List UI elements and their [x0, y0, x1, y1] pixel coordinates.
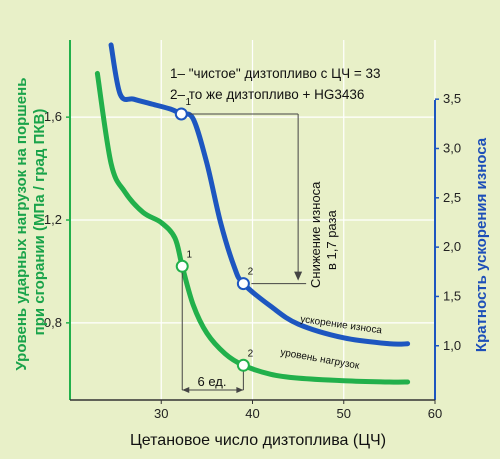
y-axis-label-left-line2: при сгорании (МПа / град ПКВ)	[31, 109, 48, 336]
delta-arrow-right	[236, 387, 244, 393]
x-tick-label: 60	[428, 406, 442, 421]
legend: 1– "чистое" дизтопливо с ЦЧ = 33 2– то ж…	[170, 66, 381, 102]
y-left-tick-label: 1,2	[44, 212, 62, 227]
data-point-marker	[175, 259, 189, 273]
y-axis-label-left: Уровень ударных нагрузок на поршень при …	[13, 73, 48, 370]
data-point-label: 1	[186, 249, 192, 260]
reduction-text-2: в 1,7 раза	[324, 210, 339, 270]
y-right-tick-label: 3,5	[443, 91, 461, 106]
y-left-tick-label: 1,6	[44, 109, 62, 124]
series-label-wear: ускорение износа	[300, 314, 383, 336]
y-right-tick-label: 1,0	[443, 338, 461, 353]
data-point-label: 2	[248, 348, 254, 359]
legend-line-2: 2– то же дизтопливо + HG3436	[170, 87, 364, 102]
reduction-arrow-head	[294, 271, 303, 281]
y-axis-label-right: Кратность ускорения износа	[473, 137, 490, 352]
delta-label: 6 ед.	[198, 374, 227, 389]
y-right-tick-label: 1,5	[443, 288, 461, 303]
data-point-label: 2	[248, 267, 254, 278]
series-label-load: уровень нагрузок	[279, 347, 360, 372]
series-line-load	[94, 70, 411, 385]
curves	[94, 42, 411, 385]
x-tick-label: 30	[154, 406, 168, 421]
legend-line-1: 1– "чистое" дизтопливо с ЦЧ = 33	[170, 66, 381, 81]
reduction-text-1: Снижение износа	[308, 181, 323, 288]
y-axis-label-left-line1: Уровень ударных нагрузок на поршень	[13, 78, 30, 371]
y-right-tick-label: 3,0	[443, 140, 461, 155]
delta-arrow-left	[182, 387, 190, 393]
x-axis-label: Цетановое число дизтоплива (ЦЧ)	[130, 432, 386, 449]
data-point-marker	[236, 358, 250, 372]
x-tick-label: 50	[337, 406, 351, 421]
data-point-marker	[174, 107, 188, 121]
y-left-tick-label: 0,8	[44, 315, 62, 330]
annotations	[181, 113, 307, 393]
axes: 30 40 50 60 0,8 1,2 1,6 1,0 1,5 2,0 2,5 3,0 3,5	[44, 40, 461, 421]
y-right-tick-label: 2,5	[443, 190, 461, 205]
series-line-wear	[108, 42, 411, 347]
x-tick-label: 40	[245, 406, 259, 421]
data-point-label: 1	[186, 97, 192, 108]
points: 1 2 1 2	[174, 97, 254, 372]
y-right-tick-label: 2,0	[443, 239, 461, 254]
data-point-marker	[236, 277, 250, 291]
